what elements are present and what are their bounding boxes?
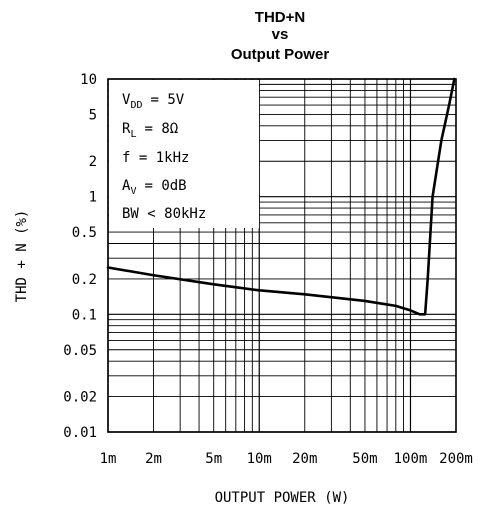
- chart-title: THD+Nvs Output Power: [231, 9, 329, 63]
- condition-line-3: f = 1kHz: [122, 150, 189, 166]
- y-tick-label: 10: [80, 72, 97, 88]
- title-line-1: THD+N: [255, 9, 305, 26]
- x-tick-label: 100m: [394, 451, 428, 467]
- condition-line-1: VDD = 5V: [122, 92, 185, 111]
- test-conditions: VDD = 5V RL = 8Ω f = 1kHz AV = 0dB BW < 80kHz: [122, 92, 206, 222]
- y-tick-label: 1: [89, 190, 97, 206]
- y-tick-labels: 10 5 2 1 0.5 0.2 0.1 0.05 0.02 0.01: [63, 72, 97, 441]
- y-tick-label: 0.1: [72, 307, 97, 323]
- condition-line-4: AV = 0dB: [122, 178, 187, 197]
- title-line-2: vs: [272, 26, 289, 43]
- condition-line-5: BW < 80kHz: [122, 206, 206, 222]
- x-tick-label: 10m: [247, 451, 272, 467]
- y-tick-label: 0.01: [63, 425, 97, 441]
- condition-line-2: RL = 8Ω: [122, 121, 178, 140]
- series-line-1: [106, 77, 456, 316]
- x-axis-label: OUTPUT POWER (W): [215, 490, 350, 506]
- x-tick-label: 5m: [205, 451, 222, 467]
- x-tick-label: 50m: [352, 451, 377, 467]
- series-group: [106, 77, 456, 316]
- x-tick-label: 20m: [292, 451, 317, 467]
- y-tick-label: 0.2: [72, 272, 97, 288]
- y-tick-label: 5: [89, 107, 97, 123]
- y-tick-label: 0.5: [72, 225, 97, 241]
- x-tick-label: 200m: [439, 451, 473, 467]
- x-tick-labels: 1m 2m 5m 10m 20m 50m 100m 200m: [100, 451, 473, 467]
- plot-frame: [107, 78, 457, 433]
- x-tick-label: 2m: [145, 451, 162, 467]
- title-line-3: Output Power: [231, 46, 329, 63]
- x-tick-label: 1m: [100, 451, 117, 467]
- y-tick-label: 2: [89, 154, 97, 170]
- y-axis-label: THD + N (%): [14, 210, 30, 303]
- conditions-background: [109, 80, 259, 228]
- y-tick-label: 0.02: [63, 390, 97, 406]
- y-tick-label: 0.05: [63, 343, 97, 359]
